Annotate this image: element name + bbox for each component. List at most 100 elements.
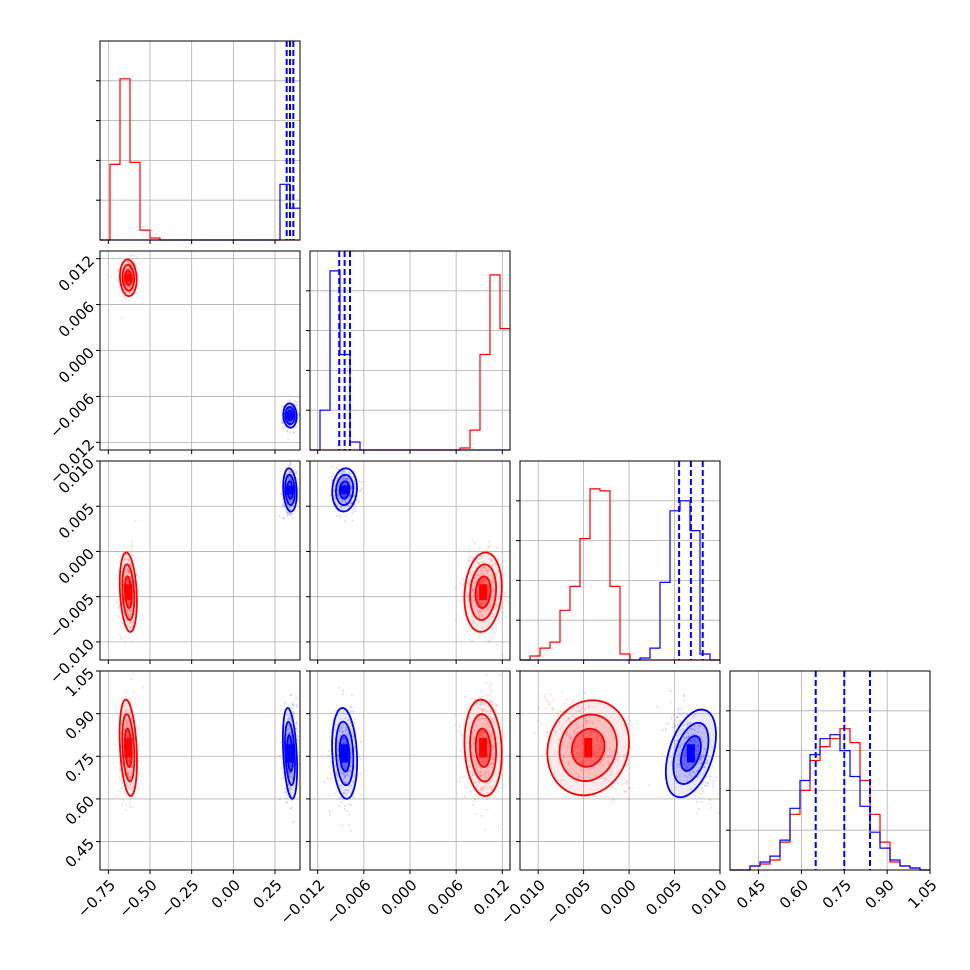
sample-point	[128, 286, 131, 289]
sample-point	[676, 707, 679, 710]
sample-point	[126, 261, 129, 264]
sample-point	[124, 571, 127, 574]
sample-point	[699, 800, 703, 803]
sample-point	[128, 571, 131, 574]
sample-point	[127, 286, 130, 289]
sample-point	[331, 475, 334, 478]
sample-point	[129, 610, 132, 613]
sample-point	[282, 427, 285, 430]
sample-point	[127, 786, 130, 789]
sample-point	[709, 778, 712, 781]
sample-point	[128, 726, 131, 729]
gridlines	[100, 41, 930, 870]
sample-point	[128, 805, 131, 809]
sample-point	[466, 581, 469, 585]
sample-point	[288, 476, 291, 479]
sample-point	[357, 755, 360, 758]
sample-point	[350, 488, 353, 491]
sample-point	[490, 598, 493, 601]
density-peak-blue	[286, 744, 294, 763]
sample-point	[130, 609, 133, 612]
sample-point	[482, 578, 485, 581]
sample-point	[126, 770, 129, 774]
sample-point	[296, 723, 299, 726]
sample-point	[350, 693, 353, 696]
sample-point	[142, 685, 145, 688]
sample-point	[478, 636, 481, 639]
sample-point	[352, 509, 355, 512]
sample-point	[280, 493, 283, 496]
sample-point	[130, 292, 133, 295]
sample-point	[457, 780, 460, 783]
y-tick-label: −0.006	[46, 390, 98, 442]
sample-point	[496, 791, 499, 794]
sample-point	[487, 545, 490, 549]
sample-point	[290, 508, 293, 511]
sample-point	[486, 570, 489, 573]
sample-point	[344, 514, 347, 517]
sample-point	[289, 470, 292, 474]
sample-point	[124, 792, 127, 795]
sample-point	[538, 706, 541, 709]
sample-point	[328, 765, 331, 768]
sample-point	[131, 786, 134, 789]
sample-point	[461, 734, 464, 737]
sample-point	[467, 558, 470, 562]
sample-point	[127, 622, 130, 625]
sample-point	[670, 717, 673, 720]
sample-point	[711, 765, 714, 768]
sample-point	[492, 596, 495, 599]
sample-point	[115, 602, 118, 605]
sample-point	[132, 690, 136, 693]
sample-point	[546, 730, 550, 734]
sample-point	[547, 703, 551, 706]
sample-point	[342, 495, 345, 498]
sample-point	[500, 606, 504, 610]
sample-point	[352, 795, 355, 799]
sample-point	[120, 299, 123, 302]
sample-point	[711, 782, 715, 786]
sample-point	[610, 801, 613, 804]
y-tick-label: −0.005	[46, 590, 98, 642]
sample-point	[496, 703, 499, 707]
sample-point	[132, 254, 136, 257]
sample-point	[480, 602, 483, 606]
sample-point	[129, 576, 132, 579]
sample-point	[357, 499, 360, 502]
sample-point	[287, 468, 290, 471]
sample-point	[677, 709, 680, 712]
sample-point	[495, 563, 498, 566]
sample-point	[292, 431, 295, 434]
sample-point	[128, 601, 131, 605]
sample-point	[467, 604, 470, 607]
sample-point	[290, 706, 293, 709]
sample-point	[697, 807, 701, 810]
sample-point	[341, 498, 344, 502]
sample-point	[466, 594, 469, 597]
sample-point	[479, 609, 482, 612]
density-peak-red	[479, 738, 488, 758]
sample-point	[695, 800, 698, 804]
sample-point	[290, 500, 293, 503]
sample-point	[479, 814, 482, 817]
sample-point	[494, 704, 497, 707]
sample-point	[459, 582, 462, 585]
sample-point	[682, 716, 685, 719]
sample-point	[341, 500, 344, 503]
sample-point	[290, 420, 293, 423]
sample-point	[119, 773, 122, 776]
density-peak-blue	[340, 744, 349, 763]
sample-point	[131, 796, 134, 799]
sample-point	[670, 701, 673, 704]
sample-point	[341, 499, 344, 502]
sample-point	[331, 478, 334, 481]
sample-point	[481, 573, 484, 576]
sample-point	[488, 606, 491, 609]
sample-point	[472, 592, 475, 595]
sample-point	[489, 621, 492, 624]
sample-point	[342, 478, 345, 481]
sample-point	[536, 719, 539, 723]
sample-point	[124, 695, 127, 698]
sample-point	[672, 713, 676, 717]
sample-point	[340, 478, 343, 482]
